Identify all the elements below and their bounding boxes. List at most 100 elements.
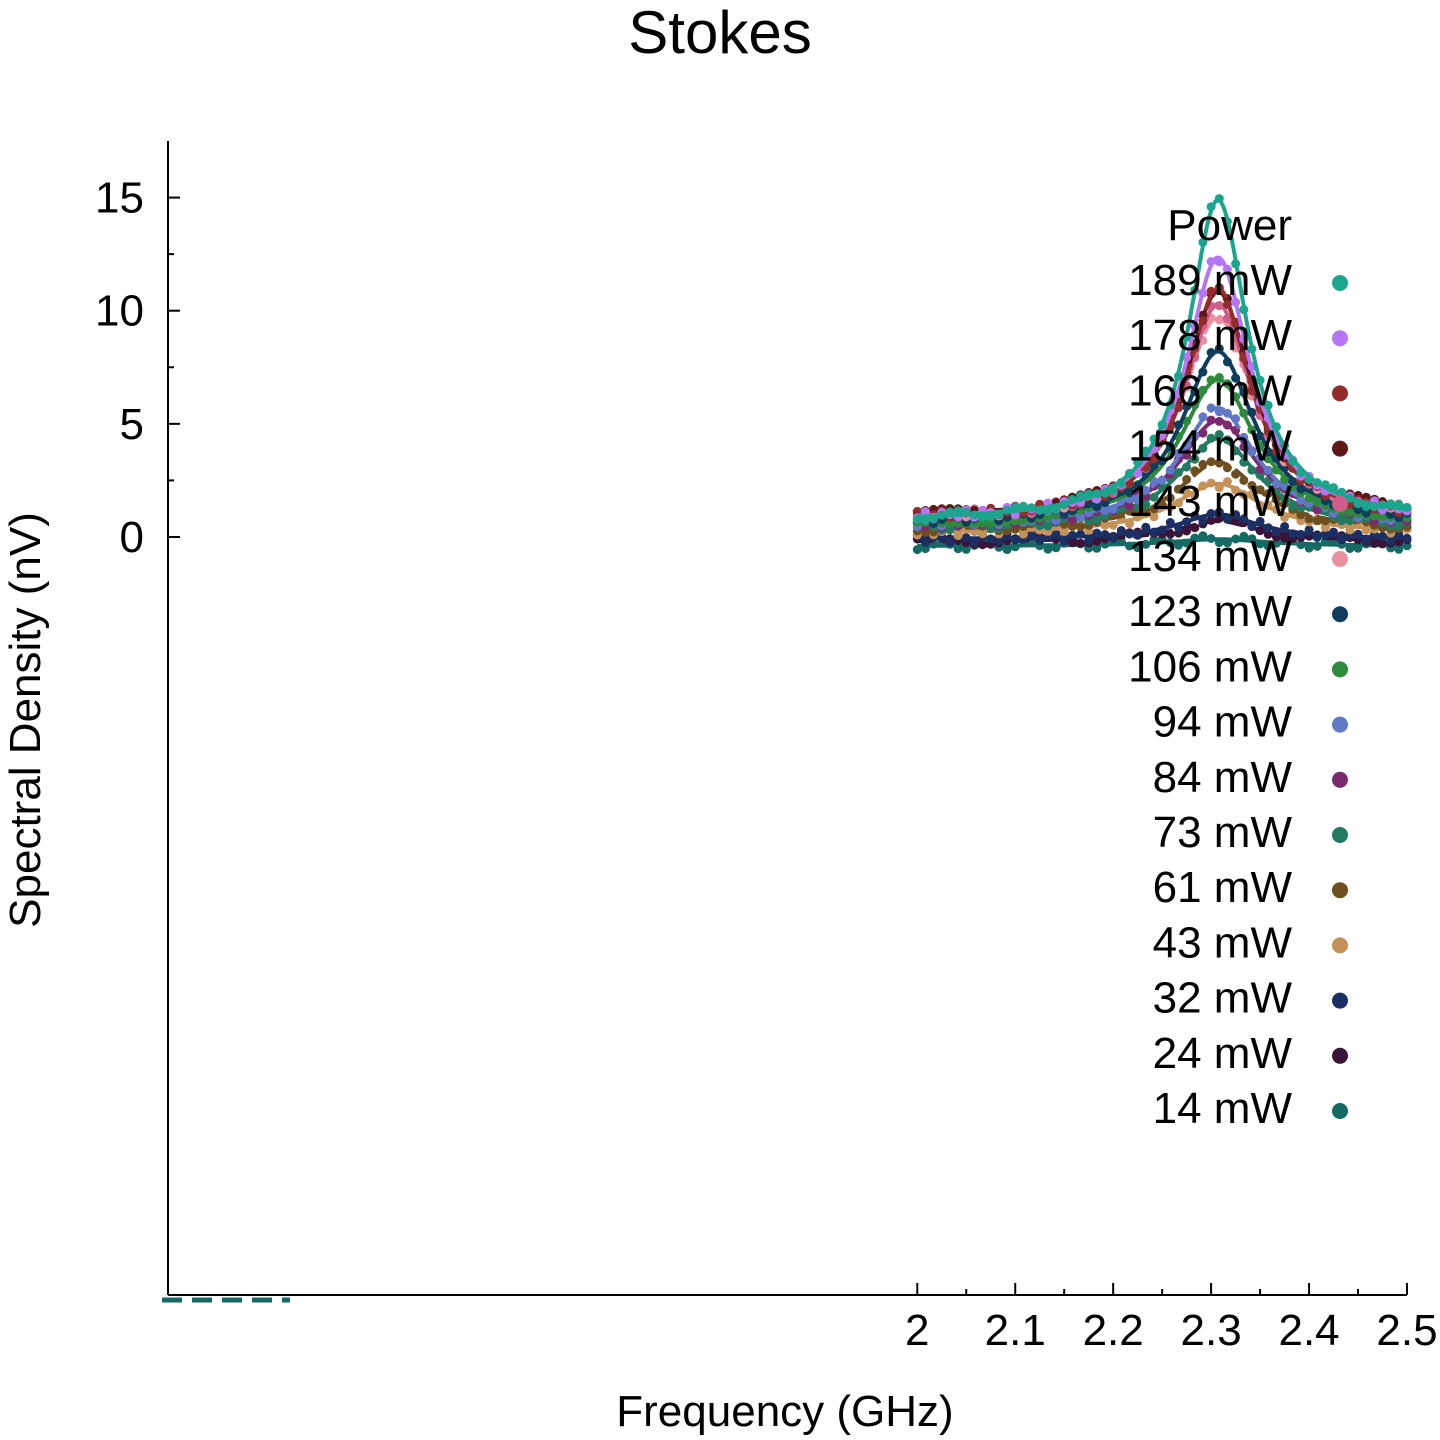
data-point (1296, 496, 1306, 505)
series-layer (912, 194, 1412, 555)
data-point (945, 525, 955, 535)
data-point (1402, 533, 1412, 543)
data-point (1206, 515, 1216, 525)
data-point (1222, 314, 1232, 323)
data-point (1157, 475, 1167, 485)
data-point (1108, 534, 1118, 543)
data-point (1255, 465, 1265, 475)
data-point (1214, 301, 1224, 311)
data-point (1206, 286, 1216, 296)
data-point (1296, 484, 1306, 494)
data-point (1133, 458, 1143, 467)
data-point (1174, 403, 1183, 413)
data-point (929, 514, 939, 523)
data-point (1247, 481, 1257, 490)
data-point (1198, 459, 1208, 469)
data-point (1378, 531, 1387, 541)
legend: Power 189 mW 178 mW 166 mW 154 mW 143 mW 134 … (1128, 201, 1348, 1133)
data-point (1239, 442, 1249, 452)
data-point (1263, 523, 1273, 533)
data-point (1304, 525, 1314, 535)
data-point (1296, 540, 1306, 550)
data-point (1214, 483, 1224, 493)
data-point (1190, 490, 1200, 500)
data-point (1010, 516, 1020, 526)
data-point (1231, 319, 1241, 328)
legend-marker (1332, 882, 1348, 899)
data-point (1394, 521, 1404, 531)
data-point (1378, 539, 1387, 549)
data-point (1198, 428, 1208, 438)
data-point (1051, 543, 1061, 553)
data-point (1255, 441, 1265, 450)
data-point (1361, 508, 1371, 518)
data-point (1222, 514, 1232, 524)
data-point (1182, 450, 1192, 460)
data-point (1174, 522, 1183, 532)
legend-marker (1332, 495, 1348, 512)
data-point (1157, 456, 1167, 466)
data-point (1386, 509, 1396, 519)
data-point (1255, 526, 1265, 536)
data-point (1051, 529, 1061, 539)
data-point (1288, 501, 1298, 511)
data-point (1222, 435, 1232, 445)
data-point (1149, 504, 1159, 514)
data-point (1231, 534, 1241, 544)
data-point (1100, 520, 1110, 530)
data-point (1206, 257, 1216, 267)
data-point (1190, 321, 1200, 331)
data-point (1076, 529, 1085, 539)
data-point (1312, 516, 1322, 526)
data-point (1141, 539, 1151, 549)
data-point (1133, 481, 1143, 491)
data-point (1108, 504, 1118, 514)
data-point (1312, 505, 1322, 515)
data-point (1182, 526, 1192, 536)
data-point (1165, 502, 1175, 512)
legend-label: 106 mW (1128, 642, 1292, 691)
data-point (1084, 489, 1094, 499)
data-point (1255, 375, 1265, 385)
data-point (1190, 400, 1200, 410)
y-tick-label: 10 (95, 287, 144, 336)
data-point (1182, 488, 1192, 498)
data-point (1182, 332, 1192, 342)
data-point (1280, 441, 1290, 450)
data-point (937, 510, 947, 520)
data-point (1182, 462, 1192, 472)
data-point (1312, 497, 1322, 507)
data-point (1239, 305, 1249, 315)
data-point (1198, 531, 1208, 541)
data-point (961, 507, 971, 517)
data-point (1247, 447, 1257, 457)
data-point (1190, 523, 1200, 533)
data-point (1125, 529, 1134, 539)
data-point (1116, 478, 1126, 488)
data-point (1206, 457, 1216, 467)
legend-label: 166 mW (1128, 366, 1292, 415)
data-point (1214, 344, 1224, 354)
data-point (1116, 526, 1126, 535)
data-point (1345, 516, 1355, 526)
data-point (1165, 493, 1175, 503)
data-point (1214, 283, 1224, 293)
data-point (1035, 536, 1045, 546)
data-point (1263, 465, 1273, 475)
data-point (1353, 499, 1363, 509)
data-point (920, 515, 930, 525)
data-point (1108, 485, 1118, 495)
data-point (1149, 527, 1159, 537)
legend-label: 43 mW (1153, 918, 1293, 967)
data-point (1361, 525, 1371, 535)
data-point (1133, 530, 1143, 540)
data-point (1239, 334, 1249, 344)
data-point (1280, 494, 1290, 504)
data-point (945, 507, 955, 517)
legend-label: 32 mW (1153, 974, 1293, 1023)
data-point (1386, 536, 1396, 546)
chart-title: Stokes (628, 0, 811, 66)
data-point (1304, 514, 1314, 524)
data-point (1214, 257, 1224, 267)
data-point (1206, 433, 1216, 443)
